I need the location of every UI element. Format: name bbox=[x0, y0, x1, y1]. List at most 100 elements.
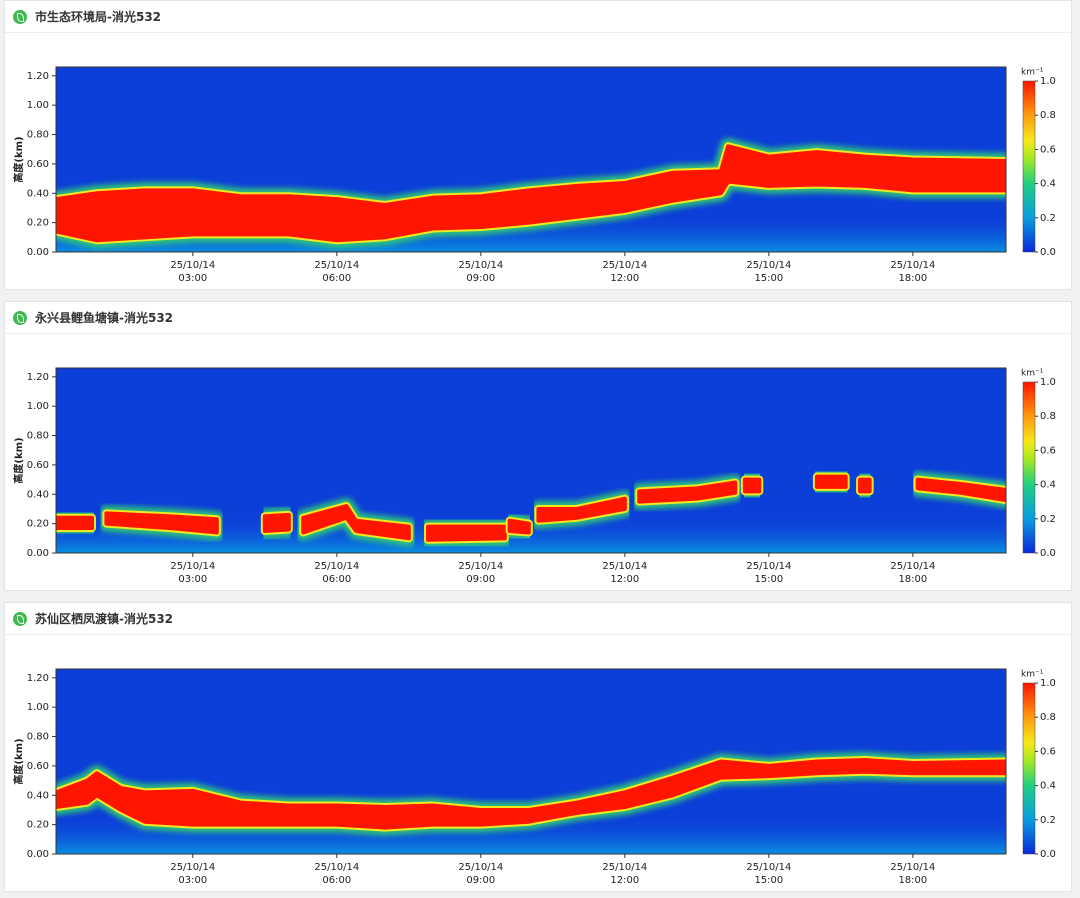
colorbar-tick-label: 1.0 bbox=[1040, 76, 1056, 87]
chart: 0.00 0.20 0.40 0.60 0.80 1.00 1.20 高度(km) km⁻¹ 0.… bbox=[12, 66, 1056, 258]
x-tick-label: 25/10/14 03:00 bbox=[170, 561, 216, 585]
x-tick-label: 25/10/14 15:00 bbox=[746, 561, 792, 585]
colorbar bbox=[1022, 381, 1036, 554]
y-tick-label: 1.00 bbox=[27, 702, 49, 713]
panel: 苏仙区栖凤渡镇-消光532 0.00 0.20 0.40 0.60 0.80 1.00 1.2… bbox=[4, 602, 1072, 892]
y-tick-label: 0.00 bbox=[27, 247, 49, 258]
y-tick-label: 0.80 bbox=[27, 431, 49, 442]
y-tick-label: 0.40 bbox=[27, 790, 49, 801]
colorbar bbox=[1022, 682, 1036, 855]
y-tick-label: 0.40 bbox=[27, 188, 49, 199]
colorbar-tick-label: 0.0 bbox=[1040, 548, 1056, 559]
plot-frame bbox=[55, 668, 1007, 855]
x-tick-label: 25/10/14 18:00 bbox=[890, 561, 936, 585]
panel-title: 市生态环境局-消光532 bbox=[35, 10, 162, 24]
y-tick-label: 1.20 bbox=[27, 71, 49, 82]
colorbar-tick-label: 0.4 bbox=[1040, 179, 1056, 190]
colorbar bbox=[1022, 80, 1036, 253]
colorbar-tick-label: 0.8 bbox=[1040, 110, 1056, 121]
layer bbox=[56, 752, 1006, 836]
colorbar-tick-label: 0.6 bbox=[1040, 144, 1056, 155]
layer-core bbox=[507, 518, 531, 535]
panel: 永兴县鲤鱼塘镇-消光532 0.00 0.20 0.40 0.60 0.80 1.00 1.2… bbox=[4, 301, 1072, 591]
chart: 0.00 0.20 0.40 0.60 0.80 1.00 1.20 高度(km) km⁻¹ 0.… bbox=[12, 668, 1056, 860]
layer-core bbox=[56, 144, 1006, 243]
colorbar-tick-label: 0.0 bbox=[1040, 849, 1056, 860]
leaf-icon bbox=[13, 310, 27, 325]
x-tick-label: 25/10/14 15:00 bbox=[746, 260, 792, 284]
y-tick-label: 0.40 bbox=[27, 489, 49, 500]
colorbar-tick-label: 0.2 bbox=[1040, 213, 1056, 224]
x-tick-label: 25/10/14 12:00 bbox=[602, 862, 648, 886]
colorbar-tick-label: 0.6 bbox=[1040, 746, 1056, 757]
y-axis-label: 高度(km) bbox=[12, 738, 25, 784]
y-tick-label: 0.80 bbox=[27, 732, 49, 743]
layer-core bbox=[858, 477, 872, 494]
layer bbox=[56, 468, 1006, 548]
panel-header: 苏仙区栖凤渡镇-消光532 bbox=[5, 603, 1071, 635]
layer-core bbox=[814, 474, 848, 489]
x-tick-label: 25/10/14 06:00 bbox=[314, 561, 360, 585]
y-tick-label: 0.60 bbox=[27, 761, 49, 772]
y-tick-label: 0.00 bbox=[27, 548, 49, 559]
panel-header: 市生态环境局-消光532 bbox=[5, 1, 1071, 33]
plot-frame bbox=[55, 66, 1007, 253]
colorbar-tick-label: 0.4 bbox=[1040, 781, 1056, 792]
colorbar-tick-label: 0.0 bbox=[1040, 247, 1056, 258]
y-axis-label: 高度(km) bbox=[12, 136, 25, 182]
x-tick-label: 25/10/14 12:00 bbox=[602, 260, 648, 284]
y-tick-label: 1.20 bbox=[27, 372, 49, 383]
plot-frame bbox=[55, 367, 1007, 554]
x-tick-label: 25/10/14 18:00 bbox=[890, 260, 936, 284]
layer bbox=[56, 138, 1006, 249]
y-tick-label: 1.00 bbox=[27, 401, 49, 412]
layer-core bbox=[56, 758, 1006, 830]
colorbar-tick-label: 0.8 bbox=[1040, 712, 1056, 723]
x-tick-label: 25/10/14 06:00 bbox=[314, 260, 360, 284]
x-tick-label: 25/10/14 09:00 bbox=[458, 862, 504, 886]
layer-core bbox=[301, 504, 411, 541]
colorbar-tick-label: 0.2 bbox=[1040, 815, 1056, 826]
y-tick-label: 0.80 bbox=[27, 130, 49, 141]
y-axis-label: 高度(km) bbox=[12, 437, 25, 483]
panel: 市生态环境局-消光532 0.00 0.20 0.40 0.60 0.80 1.00 1.20… bbox=[4, 0, 1072, 290]
x-tick-label: 25/10/14 15:00 bbox=[746, 862, 792, 886]
leaf-icon bbox=[13, 9, 27, 24]
colorbar-unit: km⁻¹ bbox=[1021, 369, 1044, 379]
leaf-icon bbox=[13, 611, 27, 626]
y-tick-label: 0.20 bbox=[27, 820, 49, 831]
y-tick-label: 0.00 bbox=[27, 849, 49, 860]
panel-title: 永兴县鲤鱼塘镇-消光532 bbox=[35, 311, 174, 325]
colorbar-unit: km⁻¹ bbox=[1021, 670, 1044, 680]
chart: 0.00 0.20 0.40 0.60 0.80 1.00 1.20 高度(km) km⁻¹ 0.… bbox=[12, 367, 1056, 559]
layer-core bbox=[742, 477, 762, 494]
colorbar-unit: km⁻¹ bbox=[1021, 68, 1044, 78]
y-tick-label: 0.60 bbox=[27, 460, 49, 471]
colorbar-tick-label: 0.6 bbox=[1040, 445, 1056, 456]
layer-core bbox=[536, 496, 627, 523]
layer-core bbox=[426, 524, 507, 542]
y-tick-label: 0.20 bbox=[27, 519, 49, 530]
colorbar-tick-label: 1.0 bbox=[1040, 678, 1056, 689]
layer-core bbox=[915, 477, 1006, 503]
layer-core bbox=[56, 515, 95, 531]
y-tick-label: 0.20 bbox=[27, 218, 49, 229]
x-tick-label: 25/10/14 03:00 bbox=[170, 862, 216, 886]
y-tick-label: 0.60 bbox=[27, 159, 49, 170]
colorbar-tick-label: 0.4 bbox=[1040, 480, 1056, 491]
layer-core bbox=[104, 511, 219, 535]
y-tick-label: 1.00 bbox=[27, 100, 49, 111]
panel-title: 苏仙区栖凤渡镇-消光532 bbox=[35, 612, 174, 626]
x-tick-label: 25/10/14 03:00 bbox=[170, 260, 216, 284]
y-tick-label: 1.20 bbox=[27, 673, 49, 684]
colorbar-tick-label: 0.8 bbox=[1040, 411, 1056, 422]
layer-core bbox=[262, 512, 291, 533]
x-tick-label: 25/10/14 18:00 bbox=[890, 862, 936, 886]
panel-header: 永兴县鲤鱼塘镇-消光532 bbox=[5, 302, 1071, 334]
x-tick-label: 25/10/14 09:00 bbox=[458, 561, 504, 585]
x-tick-label: 25/10/14 06:00 bbox=[314, 862, 360, 886]
x-tick-label: 25/10/14 09:00 bbox=[458, 260, 504, 284]
colorbar-tick-label: 1.0 bbox=[1040, 377, 1056, 388]
colorbar-tick-label: 0.2 bbox=[1040, 514, 1056, 525]
